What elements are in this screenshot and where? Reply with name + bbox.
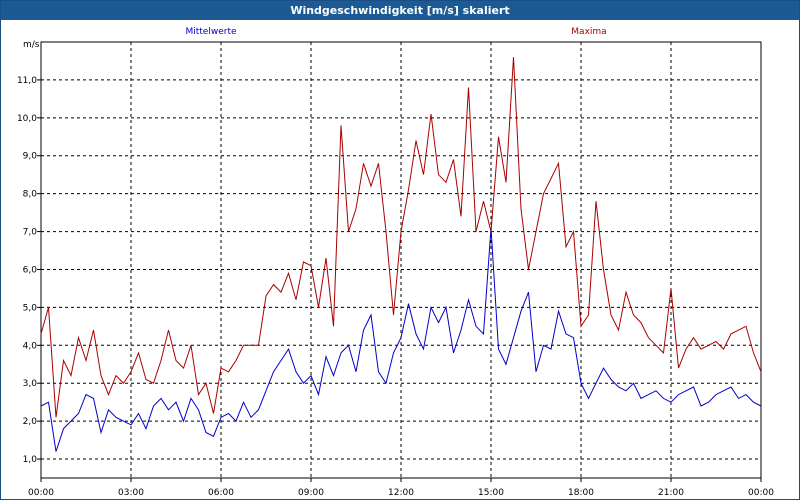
y-tick-label: 11,0 xyxy=(17,76,37,86)
y-axis-label: m/s xyxy=(23,40,40,50)
x-tick-time: 09:00 xyxy=(298,488,324,498)
y-tick-label: 7,0 xyxy=(23,228,38,238)
y-tick-label: 6,0 xyxy=(23,265,38,275)
x-axis-ticks: 00:0013.04.1903:0013.04.1906:0013.04.190… xyxy=(28,478,774,498)
x-tick-time: 06:00 xyxy=(208,488,234,498)
grid xyxy=(41,42,761,478)
x-tick-time: 12:00 xyxy=(388,488,414,498)
legend-mittelwerte: Mittelwerte xyxy=(185,27,236,37)
y-tick-label: 10,0 xyxy=(17,114,37,124)
y-tick-label: 5,0 xyxy=(23,303,38,313)
y-tick-label: 1,0 xyxy=(23,455,38,465)
y-tick-label: 2,0 xyxy=(23,417,38,427)
series-line-maxima xyxy=(40,57,762,418)
y-tick-label: 9,0 xyxy=(23,152,38,162)
y-tick-label: 3,0 xyxy=(23,379,38,389)
window-title: Windgeschwindigkeit [m/s] skaliert xyxy=(1,1,799,20)
x-tick-time: 00:00 xyxy=(28,488,54,498)
y-tick-label: 8,0 xyxy=(23,190,38,200)
series-lines xyxy=(40,57,762,452)
x-tick-time: 18:00 xyxy=(568,488,594,498)
y-tick-label: 4,0 xyxy=(23,341,38,351)
x-tick-time: 15:00 xyxy=(478,488,504,498)
legend-maxima: Maxima xyxy=(571,27,606,37)
series-line-mittelwerte xyxy=(40,227,762,452)
chart-area: 1,0 2,0 3,0 4,0 5,0 6,0 7,0 8,0 9,0 10,0 11,0 00:0… xyxy=(17,27,774,498)
y-axis-ticks: 1,0 2,0 3,0 4,0 5,0 6,0 7,0 8,0 9,0 10,0 11,0 xyxy=(17,76,41,465)
x-tick-time: 00:00 xyxy=(748,488,774,498)
x-tick-time: 21:00 xyxy=(658,488,684,498)
x-tick-time: 03:00 xyxy=(118,488,144,498)
